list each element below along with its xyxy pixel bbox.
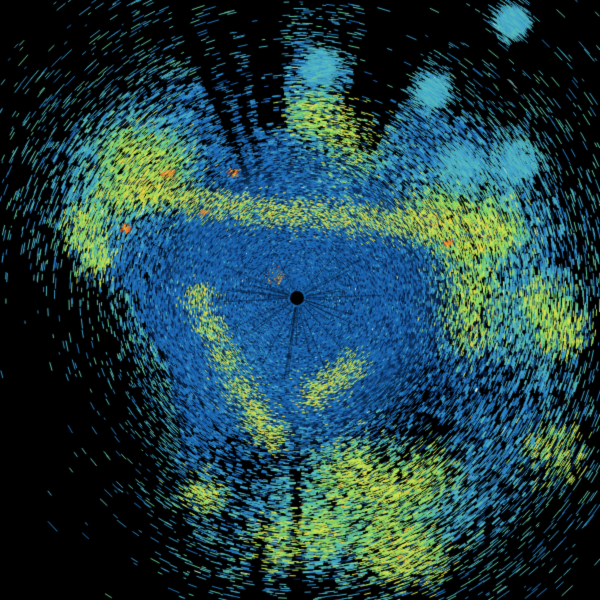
lidar-point-cloud-canvas <box>0 0 600 600</box>
lidar-scan-screen <box>0 0 600 600</box>
